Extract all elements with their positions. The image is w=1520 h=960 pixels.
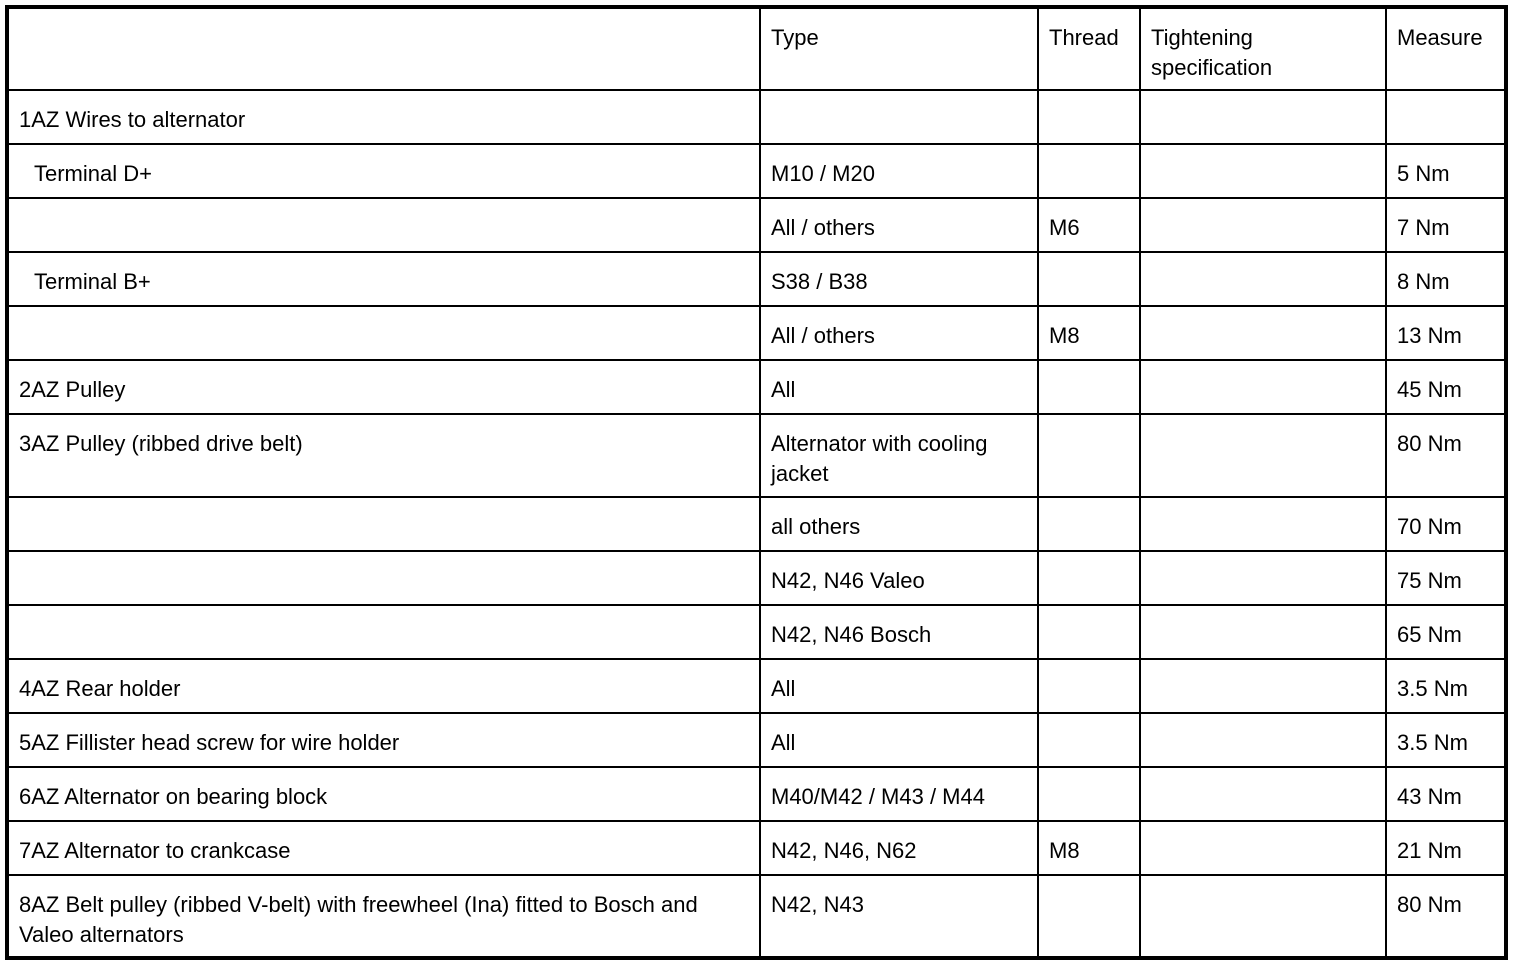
cell-thread [1037,766,1141,822]
table-row: 6AZ Alternator on bearing block M40/M42 /… [6,766,1507,822]
cell-measure: 21 Nm [1385,820,1507,876]
cell-type: all others [759,496,1039,552]
cell-type: N42, N46 Bosch [759,604,1039,660]
cell-type: All / others [759,305,1039,361]
cell-item [6,496,761,552]
cell-tightening [1139,604,1387,660]
cell-item: 2AZ Pulley [6,359,761,415]
header-tightening: Tightening specification [1139,6,1387,91]
cell-type: All [759,658,1039,714]
cell-item: 8AZ Belt pulley (ribbed V-belt) with fre… [6,874,761,959]
table-row: Terminal D+ M10 / M20 5 Nm [6,143,1507,199]
cell-item: 3AZ Pulley (ribbed drive belt) [6,413,761,498]
cell-type: All / others [759,197,1039,253]
cell-tightening [1139,766,1387,822]
cell-item: 1AZ Wires to alternator [6,89,761,145]
cell-type: N42, N46, N62 [759,820,1039,876]
cell-thread [1037,712,1141,768]
cell-tightening [1139,820,1387,876]
table-row: 7AZ Alternator to crankcase N42, N46, N62… [6,820,1507,876]
header-measure: Measure [1385,6,1507,91]
cell-thread [1037,658,1141,714]
torque-spec-table: Type Thread Tightening specification Mea… [5,5,1508,960]
cell-item [6,550,761,606]
cell-item [6,197,761,253]
cell-tightening [1139,550,1387,606]
cell-measure: 45 Nm [1385,359,1507,415]
cell-tightening [1139,658,1387,714]
cell-tightening [1139,305,1387,361]
cell-thread: M6 [1037,197,1141,253]
cell-item: Terminal D+ [6,143,761,199]
cell-tightening [1139,496,1387,552]
cell-item: 4AZ Rear holder [6,658,761,714]
cell-measure: 5 Nm [1385,143,1507,199]
header-type: Type [759,6,1039,91]
cell-measure: 75 Nm [1385,550,1507,606]
header-thread: Thread [1037,6,1141,91]
cell-type [759,89,1039,145]
cell-item: Terminal B+ [6,251,761,307]
cell-measure: 80 Nm [1385,874,1507,959]
cell-tightening [1139,413,1387,498]
table-row: 5AZ Fillister head screw for wire holder… [6,712,1507,768]
cell-thread [1037,359,1141,415]
cell-type: All [759,712,1039,768]
cell-thread [1037,604,1141,660]
cell-measure: 70 Nm [1385,496,1507,552]
cell-type: Alternator with cooling jacket [759,413,1039,498]
cell-measure: 8 Nm [1385,251,1507,307]
table-row: Terminal B+ S38 / B38 8 Nm [6,251,1507,307]
cell-item [6,604,761,660]
table-row: 1AZ Wires to alternator [6,89,1507,145]
cell-tightening [1139,359,1387,415]
cell-tightening [1139,712,1387,768]
table-row: 3AZ Pulley (ribbed drive belt) Alternator… [6,413,1507,498]
cell-thread: M8 [1037,820,1141,876]
cell-tightening [1139,874,1387,959]
table-row: All / others M6 7 Nm [6,197,1507,253]
cell-thread: M8 [1037,305,1141,361]
cell-type: S38 / B38 [759,251,1039,307]
table-row: N42, N46 Bosch 65 Nm [6,604,1507,660]
cell-item [6,305,761,361]
cell-type: N42, N46 Valeo [759,550,1039,606]
cell-measure: 13 Nm [1385,305,1507,361]
cell-item: 6AZ Alternator on bearing block [6,766,761,822]
cell-measure: 3.5 Nm [1385,658,1507,714]
cell-tightening [1139,143,1387,199]
cell-thread [1037,89,1141,145]
cell-measure: 65 Nm [1385,604,1507,660]
cell-thread [1037,874,1141,959]
cell-type: M10 / M20 [759,143,1039,199]
cell-tightening [1139,89,1387,145]
cell-type: M40/M42 / M43 / M44 [759,766,1039,822]
cell-thread [1037,251,1141,307]
cell-measure: 80 Nm [1385,413,1507,498]
cell-measure: 7 Nm [1385,197,1507,253]
table-row: all others 70 Nm [6,496,1507,552]
cell-item: 7AZ Alternator to crankcase [6,820,761,876]
table-row: 4AZ Rear holder All 3.5 Nm [6,658,1507,714]
cell-measure [1385,89,1507,145]
header-item [6,6,761,91]
cell-thread [1037,143,1141,199]
table-row: All / others M8 13 Nm [6,305,1507,361]
cell-tightening [1139,197,1387,253]
cell-measure: 3.5 Nm [1385,712,1507,768]
table-row: 8AZ Belt pulley (ribbed V-belt) with fre… [6,874,1507,959]
header-row: Type Thread Tightening specification Mea… [6,6,1507,91]
cell-item: 5AZ Fillister head screw for wire holder [6,712,761,768]
cell-thread [1037,550,1141,606]
cell-measure: 43 Nm [1385,766,1507,822]
cell-tightening [1139,251,1387,307]
table-row: N42, N46 Valeo 75 Nm [6,550,1507,606]
cell-thread [1037,413,1141,498]
table-row: 2AZ Pulley All 45 Nm [6,359,1507,415]
cell-type: All [759,359,1039,415]
cell-type: N42, N43 [759,874,1039,959]
cell-thread [1037,496,1141,552]
